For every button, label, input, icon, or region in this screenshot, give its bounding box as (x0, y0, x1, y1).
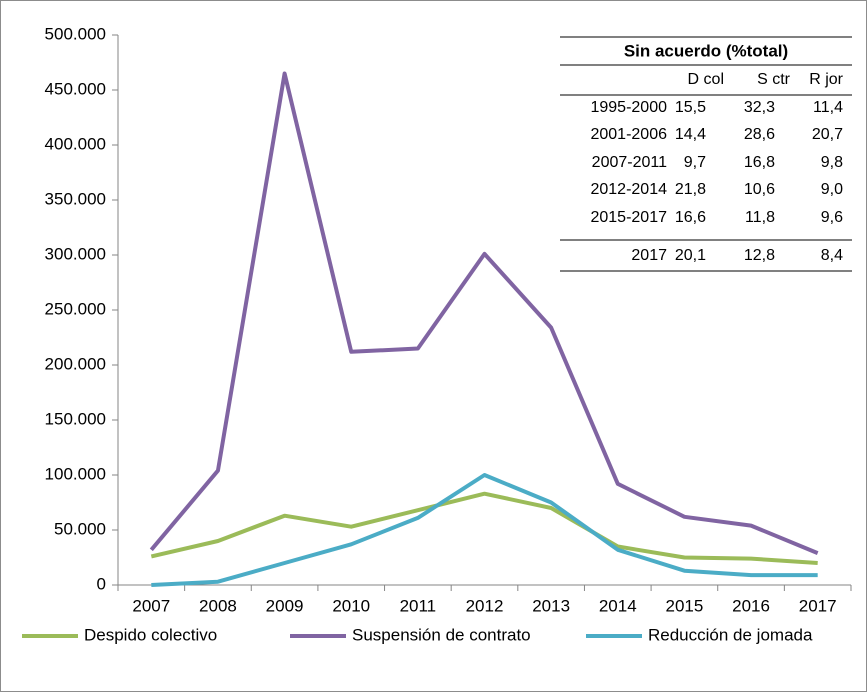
x-tick-label: 2012 (466, 596, 504, 615)
x-tick-label: 2009 (266, 596, 304, 615)
series-line (149, 71, 819, 555)
table-cell: 9,7 (684, 154, 706, 171)
summary-table: Sin acuerdo (%total) D col S ctr R jor 1995… (560, 36, 852, 272)
y-tick-label: 50.000 (54, 519, 106, 538)
legend-label: Suspensión de contrato (352, 625, 531, 644)
y-tick-label: 200.000 (45, 354, 106, 373)
x-tick-label: 2016 (732, 596, 770, 615)
table-row-label: 2012-2014 (590, 181, 667, 198)
y-tick-label: 250.000 (45, 299, 106, 318)
table-cell: 15,5 (675, 99, 706, 116)
table-cell: 11,4 (813, 99, 843, 116)
x-tick-label: 2014 (599, 596, 637, 615)
y-tick-label: 100.000 (45, 464, 106, 483)
table-cell: 16,6 (675, 209, 706, 226)
y-tick-label: 150.000 (45, 409, 106, 428)
table-row-label: 2007-2011 (592, 154, 667, 171)
table-cell: 9,0 (821, 181, 843, 198)
y-tick-label: 350.000 (45, 189, 106, 208)
x-tick-label: 2015 (665, 596, 703, 615)
legend-label: Despido colectivo (84, 625, 217, 644)
legend-label: Reducción de jomada (648, 625, 813, 644)
y-tick-label: 300.000 (45, 244, 106, 263)
table-title: Sin acuerdo (%total) (624, 41, 788, 60)
table-cell: 16,8 (744, 154, 775, 171)
table-cell: 28,6 (744, 126, 775, 143)
table-header: D col (688, 71, 724, 88)
y-tick-label: 450.000 (45, 79, 106, 98)
table-cell: 9,8 (821, 154, 843, 171)
y-tick-label: 0 (97, 574, 106, 593)
x-tick-label: 2013 (532, 596, 570, 615)
x-tick-label: 2007 (132, 596, 170, 615)
table-row-label: 2017 (631, 247, 667, 264)
table-row-label: 2001-2006 (590, 126, 667, 143)
table-header: S ctr (757, 71, 791, 88)
table-row-label: 1995-2000 (590, 99, 667, 116)
y-tick-label: 400.000 (45, 134, 106, 153)
table-cell: 12,8 (744, 247, 775, 264)
x-tick-label: 2008 (199, 596, 237, 615)
x-tick-label: 2011 (400, 596, 437, 615)
series-line (151, 473, 818, 587)
table-cell: 20,1 (675, 247, 706, 264)
x-tick-label: 2017 (799, 596, 837, 615)
table-cell: 32,3 (744, 99, 775, 116)
table-cell: 8,4 (821, 247, 843, 264)
series-line (150, 491, 818, 565)
x-tick-label: 2010 (332, 596, 370, 615)
table-header: R jor (809, 71, 843, 88)
table-cell: 14,4 (675, 126, 706, 143)
table-cell: 9,6 (821, 209, 843, 226)
table-cell: 11,8 (745, 209, 775, 226)
table-cell: 21,8 (675, 181, 706, 198)
table-row-label: 2015-2017 (590, 209, 667, 226)
y-tick-label: 500.000 (45, 24, 106, 43)
table-cell: 20,7 (812, 126, 843, 143)
table-cell: 10,6 (744, 181, 775, 198)
